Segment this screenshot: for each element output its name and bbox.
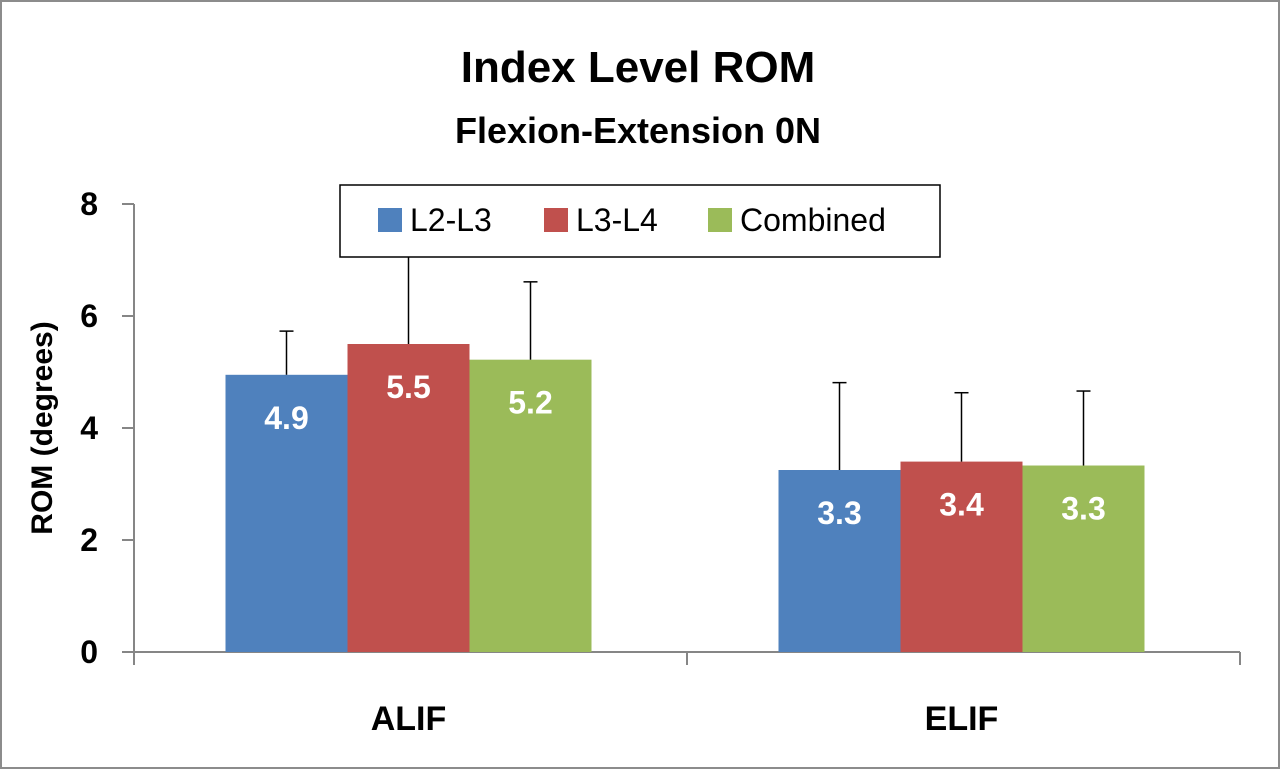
legend-swatch <box>378 208 402 232</box>
legend-swatch <box>708 208 732 232</box>
category-label: ELIF <box>925 700 999 738</box>
data-label: 5.5 <box>386 369 430 405</box>
bar <box>225 374 348 652</box>
data-label: 3.3 <box>1061 491 1105 527</box>
legend: L2-L3 L3-L4 Combined <box>339 184 941 258</box>
y-tick-label: 2 <box>80 522 98 558</box>
bar <box>1022 465 1145 652</box>
y-tick-label: 4 <box>80 410 98 446</box>
chart-subtitle: Flexion-Extension 0N <box>455 110 821 151</box>
category-label: ALIF <box>371 700 447 738</box>
data-label: 3.4 <box>939 487 984 523</box>
legend-box <box>339 184 941 258</box>
y-tick-label: 0 <box>80 634 98 670</box>
data-label: 3.3 <box>817 495 861 531</box>
y-axis-label: ROM (degrees) <box>26 321 59 534</box>
y-tick-label: 6 <box>80 298 98 334</box>
legend-swatch <box>544 208 568 232</box>
y-tick-label: 8 <box>80 186 98 222</box>
bars: 4.9 5.5 5.2 3.3 3.4 3.3 <box>225 238 1145 652</box>
bar <box>469 359 592 652</box>
legend-label: Combined <box>740 202 886 238</box>
legend-label: L3-L4 <box>576 202 658 238</box>
data-label: 5.2 <box>508 385 552 421</box>
chart-title: Index Level ROM <box>461 43 816 92</box>
bar <box>900 461 1023 652</box>
bar <box>778 470 901 652</box>
legend-label: L2-L3 <box>410 202 492 238</box>
bar <box>347 344 470 652</box>
data-label: 4.9 <box>264 400 308 436</box>
